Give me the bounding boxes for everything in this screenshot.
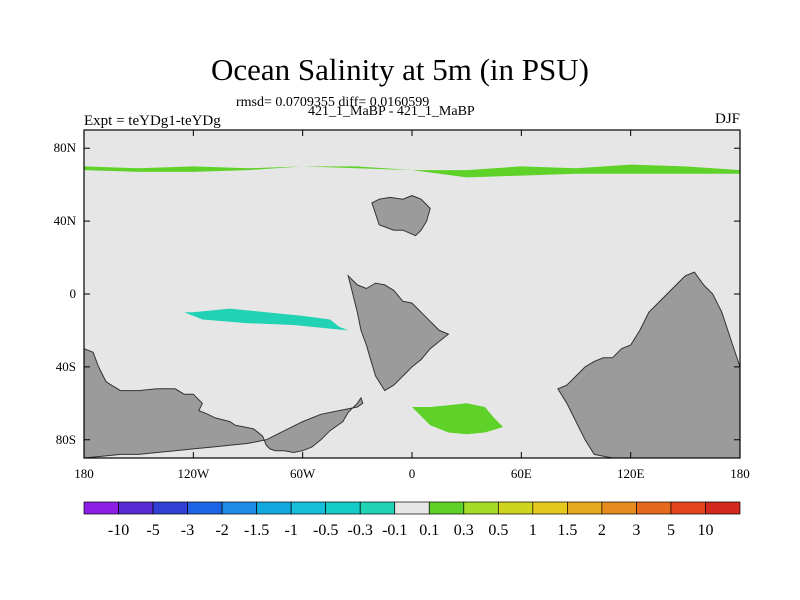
- colorbar-label: -1: [284, 522, 297, 539]
- colorbar-label: -0.5: [313, 522, 338, 539]
- land-east-asia: [557, 271, 740, 458]
- colorbar-box: [325, 501, 361, 515]
- colorbar-label: 3: [632, 522, 640, 539]
- colorbar-box: [290, 501, 327, 515]
- x-tick-label: 120W: [177, 466, 210, 481]
- colorbar-box: [152, 501, 188, 515]
- colorbar-box: [187, 501, 223, 515]
- positive-anomaly-region: [84, 164, 740, 178]
- colorbar-box: [705, 501, 741, 515]
- colorbar-box: [428, 501, 465, 515]
- colorbar-box: [118, 501, 154, 515]
- colorbar-box: [636, 501, 672, 515]
- colorbar-box: [394, 501, 430, 515]
- x-tick-label: 180: [74, 466, 94, 481]
- colorbar-label: -1.5: [244, 522, 269, 539]
- positive-anomaly-region: [412, 403, 504, 435]
- experiment-label: Expt = teYDg1-teYDg: [84, 113, 221, 129]
- colorbar-box: [670, 501, 706, 515]
- colorbar-label: -2: [215, 522, 228, 539]
- x-tick-label: 120E: [617, 466, 645, 481]
- colorbar-box: [463, 501, 499, 515]
- colorbar-box: [532, 501, 568, 515]
- colorbar-label: 5: [667, 522, 675, 539]
- land-europe-africa-island: [371, 195, 431, 237]
- land-layer: [84, 195, 740, 458]
- x-tick-label: 0: [409, 466, 416, 481]
- colorbar-label: -0.1: [382, 522, 407, 539]
- colorbar-box: [359, 501, 396, 515]
- colorbar-label: -10: [108, 522, 129, 539]
- colorbar-label: 1.5: [557, 522, 577, 539]
- y-tick-label: 80S: [56, 432, 76, 447]
- negative-anomaly-region: [184, 308, 349, 331]
- colorbar-label: 1: [529, 522, 537, 539]
- colorbar-box: [221, 501, 257, 515]
- land-north-america: [84, 348, 364, 458]
- land-south-america: [347, 274, 450, 392]
- page-title: Ocean Salinity at 5m (in PSU): [211, 52, 589, 87]
- colorbar-label: 0.1: [419, 522, 439, 539]
- x-tick-label: 180: [730, 466, 750, 481]
- colorbar-box: [601, 501, 637, 515]
- y-tick-label: 40N: [54, 213, 77, 228]
- y-tick-label: 80N: [54, 140, 77, 155]
- colorbar-box: [256, 501, 292, 515]
- colorbar-label: 0.3: [454, 522, 474, 539]
- colorbar: -10 -5 -3 -2 -1.5 -1 -0.5 -0.3 -0.1 0.1 0.3 0.5 1 1.5…: [83, 501, 741, 539]
- colorbar-label: 0.5: [488, 522, 508, 539]
- colorbar-label: 10: [697, 522, 713, 539]
- stats-text: rmsd= 0.0709355 diff= 0.0160599: [236, 95, 430, 110]
- colorbar-label: -3: [181, 522, 194, 539]
- subtitle-text: 421_1_MaBP - 421_1_MaBP: [308, 104, 475, 119]
- y-tick-label: 0: [70, 286, 77, 301]
- colorbar-label: -5: [146, 522, 159, 539]
- colorbar-label: 2: [598, 522, 606, 539]
- x-tick-label: 60E: [511, 466, 532, 481]
- x-tick-label: 60W: [290, 466, 316, 481]
- season-label: DJF: [714, 111, 740, 127]
- y-tick-label: 40S: [56, 359, 76, 374]
- colorbar-label: -0.3: [348, 522, 373, 539]
- colorbar-box: [497, 501, 534, 515]
- colorbar-box: [83, 501, 119, 515]
- colorbar-box: [567, 501, 603, 515]
- axis-ticks: 180 120W 60W 0 60E 120E 180 80N 40N 0 40S 80S: [54, 130, 750, 481]
